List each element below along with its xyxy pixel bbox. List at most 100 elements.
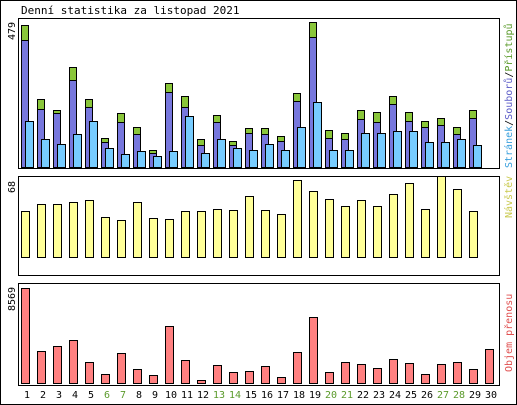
bar-prenos-day-15 — [245, 371, 254, 384]
bar-stranek-day-18 — [297, 127, 306, 168]
bar-navstev-day-27 — [437, 176, 446, 258]
legend-hits: Stránek/Souborů/Přístupů — [503, 23, 515, 168]
bar-navstev-day-20 — [325, 199, 334, 258]
bar-stranek-day-21 — [345, 150, 354, 168]
day-label-9: 9 — [152, 390, 158, 401]
y-max-label-visits: 68 — [7, 181, 18, 193]
bar-stranek-day-27 — [441, 142, 450, 168]
bar-stranek-day-1 — [25, 121, 34, 168]
bar-navstev-day-22 — [357, 200, 366, 258]
day-label-2: 2 — [40, 390, 46, 401]
bar-prenos-day-9 — [149, 375, 158, 384]
bar-prenos-day-20 — [325, 372, 334, 384]
bar-prenos-day-16 — [261, 366, 270, 384]
bar-navstev-day-6 — [101, 217, 110, 258]
bar-prenos-day-30 — [485, 349, 494, 384]
day-label-18: 18 — [293, 390, 305, 401]
bar-stranek-day-16 — [265, 144, 274, 168]
bar-stranek-day-6 — [105, 148, 114, 168]
bar-navstev-day-25 — [405, 183, 414, 258]
bar-navstev-day-14 — [229, 210, 238, 258]
bar-navstev-day-15 — [245, 196, 254, 258]
bar-stranek-day-3 — [57, 144, 66, 168]
bar-stranek-day-10 — [169, 151, 178, 168]
bar-stranek-day-20 — [329, 150, 338, 168]
day-label-4: 4 — [72, 390, 78, 401]
bar-prenos-day-18 — [293, 352, 302, 384]
bar-stranek-day-7 — [121, 154, 130, 168]
day-label-29: 29 — [469, 390, 481, 401]
bar-prenos-day-1 — [21, 288, 30, 384]
day-label-22: 22 — [357, 390, 369, 401]
bar-prenos-day-11 — [181, 360, 190, 384]
bar-navstev-day-26 — [421, 209, 430, 258]
bar-stranek-day-13 — [217, 139, 226, 168]
bar-navstev-day-28 — [453, 189, 462, 258]
day-label-16: 16 — [261, 390, 273, 401]
bar-prenos-day-10 — [165, 326, 174, 384]
bar-prenos-day-5 — [85, 362, 94, 384]
bar-navstev-day-18 — [293, 180, 302, 258]
bar-prenos-day-28 — [453, 362, 462, 384]
legend-entry-stranek: Stránek — [503, 126, 515, 168]
day-label-6: 6 — [104, 390, 110, 401]
bar-navstev-day-23 — [373, 206, 382, 258]
bar-prenos-day-19 — [309, 317, 318, 384]
bar-stranek-day-17 — [281, 150, 290, 168]
bar-navstev-day-11 — [181, 211, 190, 258]
day-label-1: 1 — [24, 390, 30, 401]
day-label-17: 17 — [277, 390, 289, 401]
svg-text:Stránek/Souborů/Přístupů: Stránek/Souborů/Přístupů — [503, 23, 515, 168]
day-label-20: 20 — [325, 390, 337, 401]
day-label-8: 8 — [136, 390, 142, 401]
x-axis-day-labels: 1 2 3 4 5 6 7 8 9 10 11 12 13 14 15 16 17 18 19 20 21 22 23 24 2… — [24, 390, 497, 401]
bar-stranek-day-15 — [249, 150, 258, 168]
bar-prenos-day-29 — [469, 369, 478, 384]
legend-entry-souboru: Souborů — [503, 78, 515, 120]
bar-stranek-day-22 — [361, 133, 370, 168]
bar-prenos-day-6 — [101, 374, 110, 384]
day-label-15: 15 — [245, 390, 257, 401]
bar-prenos-day-26 — [421, 374, 430, 384]
bar-prenos-day-24 — [389, 359, 398, 384]
bar-navstev-day-29 — [469, 211, 478, 258]
legend-separator: / — [504, 72, 515, 78]
bar-stranek-day-8 — [137, 151, 146, 168]
bar-prenos-day-2 — [37, 351, 46, 384]
day-label-24: 24 — [389, 390, 401, 401]
bar-navstev-day-17 — [277, 214, 286, 258]
bar-navstev-day-5 — [85, 200, 94, 258]
y-max-label-traffic: 8569 — [7, 287, 18, 311]
day-label-30: 30 — [485, 390, 497, 401]
bar-navstev-day-21 — [341, 206, 350, 258]
bar-navstev-day-9 — [149, 218, 158, 258]
bar-stranek-day-12 — [201, 153, 210, 168]
legend-entry-pristupu: Přístupů — [503, 23, 515, 71]
day-label-7: 7 — [120, 390, 126, 401]
bar-stranek-day-11 — [185, 116, 194, 168]
day-label-3: 3 — [56, 390, 62, 401]
legend-entry-navstev: Návštěv — [503, 176, 515, 218]
bar-prenos-day-27 — [437, 364, 446, 384]
bar-stranek-day-9 — [153, 156, 162, 168]
y-max-label-hits: 479 — [7, 22, 18, 40]
bar-stranek-day-5 — [89, 121, 98, 168]
bar-prenos-day-21 — [341, 362, 350, 384]
panel-frame-visits — [18, 176, 500, 276]
bar-prenos-day-22 — [357, 364, 366, 384]
bar-navstev-day-12 — [197, 211, 206, 258]
day-label-19: 19 — [309, 390, 321, 401]
bar-stranek-day-23 — [377, 133, 386, 168]
day-label-21: 21 — [341, 390, 353, 401]
bars-hits-panel — [21, 22, 482, 168]
bar-prenos-day-3 — [53, 346, 62, 384]
chart-title: Denní statistika za listopad 2021 — [21, 4, 240, 17]
bar-navstev-day-13 — [213, 209, 222, 258]
bar-stranek-day-14 — [233, 148, 242, 168]
bars-visits-panel — [21, 176, 478, 258]
day-label-12: 12 — [197, 390, 209, 401]
bar-navstev-day-2 — [37, 204, 46, 258]
day-label-23: 23 — [373, 390, 385, 401]
bars-traffic-panel — [21, 288, 494, 384]
